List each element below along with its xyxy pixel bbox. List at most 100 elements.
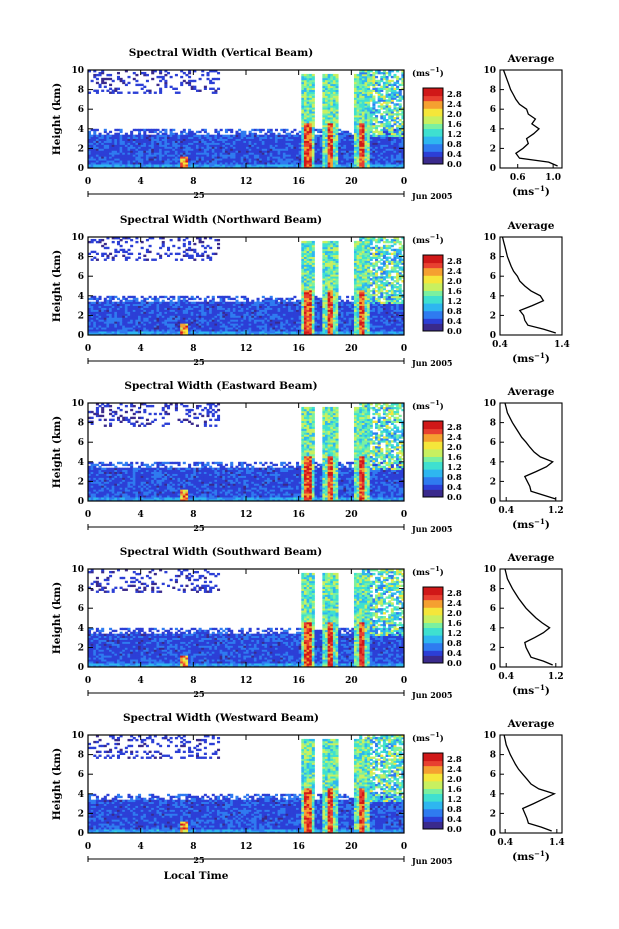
heatmap-cell [364,71,368,75]
heatmap-cell [167,136,171,139]
heatmap-cell [277,144,281,147]
heatmap-cell [385,164,389,167]
heatmap-cell [222,299,226,303]
heatmap-cell [261,311,265,314]
heatmap-cell [246,152,250,155]
heatmap-cell [224,144,228,147]
heatmap-cell [325,111,329,114]
heatmap-cell [156,319,160,322]
heatmap-cell [211,140,215,143]
heatmap-cell [385,79,389,83]
heatmap-cell [93,166,97,169]
heatmap-cell [393,75,397,79]
heatmap-cell [206,333,210,336]
heatmap-cell [167,325,171,328]
heatmap-cell [256,303,260,306]
heatmap-cell [385,152,389,155]
heatmap-cell [124,305,128,308]
heatmap-cell [367,71,371,75]
heatmap-cell [259,134,263,138]
heatmap-cell [219,150,223,153]
heatmap-cell [256,325,260,328]
heatmap-cell [264,144,268,147]
heatmap-cell [195,254,199,257]
heatmap-cell [93,148,97,151]
heatmap-cell [380,99,384,102]
heatmap-cell [203,309,207,312]
heatmap-cell [301,91,305,94]
heatmap-cell [367,73,371,77]
heatmap-cell [367,119,371,122]
heatmap-cell [182,238,186,242]
heatmap-cell [246,307,250,310]
heatmap-cell [285,162,289,165]
heatmap-cell [124,309,128,312]
heatmap-cell [311,107,315,110]
heatmap-cell [325,95,329,98]
heatmap-cell [267,166,271,169]
heatmap-cell [232,166,236,169]
heatmap-cell [311,164,315,167]
heatmap-cell [317,128,321,132]
heatmap-cell [296,132,300,136]
heatmap-cell [261,303,265,306]
heatmap-cell [235,307,239,310]
heatmap-cell [135,307,139,310]
heatmap-cell [251,331,255,334]
heatmap-cell [390,130,394,134]
heatmap-cell [109,87,113,90]
heatmap-cell [159,142,163,145]
heatmap-cell [230,303,234,306]
heatmap-cell [372,97,376,100]
heatmap-cell [182,140,186,143]
heatmap-cell [375,154,379,157]
heatmap-cell [301,305,305,308]
heatmap-cell [261,325,265,328]
heatmap-cell [306,85,310,89]
heatmap-cell [172,148,176,151]
heatmap-cell [190,333,194,336]
heatmap-cell [248,303,252,306]
heatmap-cell [372,160,376,163]
heatmap-cell [356,144,360,147]
heatmap-cell [145,79,149,83]
heatmap-cell [159,150,163,153]
heatmap-cell [116,142,120,145]
heatmap-cell [277,321,281,324]
heatmap-cell [109,297,113,301]
heatmap-cell [269,321,273,324]
heatmap-cell [253,301,257,305]
heatmap-cell [164,150,168,153]
heatmap-cell [396,81,400,85]
heatmap-cell [130,244,134,248]
heatmap-cell [359,140,363,143]
heatmap-cell [335,124,339,128]
heatmap-cell [325,113,329,116]
heatmap-cell [246,321,250,324]
heatmap-cell [88,321,92,324]
heatmap-cell [303,305,307,308]
heatmap-cell [259,142,263,145]
heatmap-cell [311,150,315,153]
heatmap-cell [140,246,144,250]
heatmap-cell [306,122,310,126]
heatmap-cell [335,136,339,139]
heatmap-cell [211,307,215,310]
heatmap-cell [332,93,336,96]
heatmap-cell [138,160,142,163]
heatmap-cell [132,295,136,299]
heatmap-cell [282,152,286,155]
heatmap-cell [132,91,136,94]
heatmap-cell [335,89,339,92]
heatmap-cell [109,327,113,330]
heatmap-cell [116,164,120,167]
heatmap-cell [177,140,181,143]
heatmap-cell [172,305,176,308]
heatmap-cell [211,319,215,322]
heatmap-cell [351,152,355,155]
heatmap-cell [88,331,92,334]
heatmap-cell [327,79,331,83]
heatmap-cell [288,305,292,308]
heatmap-cell [88,164,92,167]
heatmap-cell [290,152,294,155]
